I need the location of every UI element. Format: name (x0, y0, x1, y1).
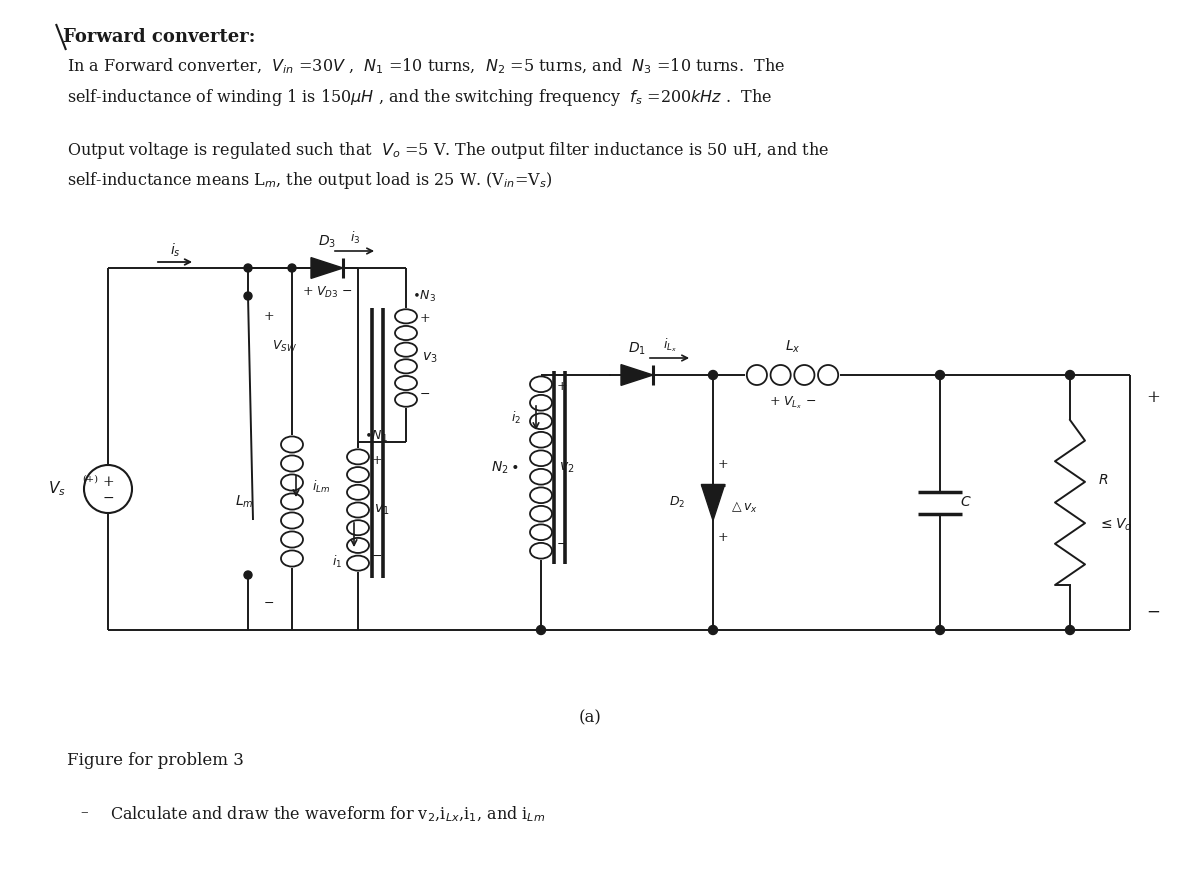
Text: $i_3$: $i_3$ (350, 230, 360, 246)
Text: $\leq V_o$: $\leq V_o$ (1098, 516, 1132, 533)
Text: self-inductance means L$_{m}$, the output load is 25 W. (V$_{in}$=V$_s$): self-inductance means L$_{m}$, the outpu… (67, 170, 553, 191)
Text: −: − (557, 538, 568, 551)
Text: $v_3$: $v_3$ (422, 351, 438, 365)
Text: $i_s$: $i_s$ (169, 241, 180, 258)
Text: + $V_{D3}$ −: + $V_{D3}$ − (301, 285, 353, 299)
Text: $N_2\bullet$: $N_2\bullet$ (491, 459, 520, 476)
Text: −: − (1146, 603, 1160, 621)
Text: $V_s$: $V_s$ (48, 479, 66, 498)
Text: +: + (718, 531, 728, 544)
Text: + $V_{L_x}$ −: + $V_{L_x}$ − (769, 395, 816, 411)
Text: $\triangle v_x$: $\triangle v_x$ (730, 500, 758, 515)
Circle shape (936, 370, 944, 380)
Text: +: + (1146, 388, 1160, 405)
Text: $L_m$: $L_m$ (235, 493, 254, 510)
Text: In a Forward converter,  $V_{in}$ =30$V$ ,  $N_1$ =10 turns,  $N_2$ =5 turns, an: In a Forward converter, $V_{in}$ =30$V$ … (67, 57, 785, 77)
Circle shape (708, 370, 718, 380)
Text: +: + (372, 453, 383, 466)
Text: $i_{Lm}$: $i_{Lm}$ (312, 479, 330, 495)
Text: $R$: $R$ (1098, 473, 1109, 487)
Polygon shape (311, 258, 343, 278)
Text: $v_2$: $v_2$ (559, 460, 575, 475)
Text: $i_{L_x}$: $i_{L_x}$ (662, 336, 677, 354)
Text: $D_3$: $D_3$ (318, 234, 336, 251)
Text: $v_1$: $v_1$ (374, 503, 390, 517)
Text: $i_2$: $i_2$ (511, 410, 521, 426)
Text: +: + (264, 310, 275, 322)
Text: Forward converter:: Forward converter: (64, 28, 256, 46)
Polygon shape (701, 485, 725, 520)
Text: +: + (718, 458, 728, 471)
Circle shape (1066, 370, 1074, 380)
Text: +: + (557, 381, 568, 394)
Text: (a): (a) (578, 710, 601, 726)
Text: +: + (420, 312, 431, 325)
Text: +: + (102, 475, 114, 489)
Text: $C$: $C$ (960, 496, 972, 510)
Circle shape (1066, 625, 1074, 635)
Circle shape (708, 625, 718, 635)
Circle shape (244, 264, 252, 272)
Text: Figure for problem 3: Figure for problem 3 (67, 752, 244, 769)
Text: $\bullet N_1$: $\bullet N_1$ (364, 429, 388, 443)
Text: −: − (372, 549, 383, 562)
Circle shape (936, 625, 944, 635)
Text: −: − (420, 388, 431, 401)
Circle shape (536, 625, 546, 635)
Text: $\bullet N_3$: $\bullet N_3$ (412, 288, 436, 304)
Polygon shape (622, 365, 653, 385)
Text: $D_2$: $D_2$ (668, 495, 685, 510)
Text: $V_{SW}$: $V_{SW}$ (272, 339, 298, 354)
Circle shape (244, 571, 252, 579)
Text: −: − (264, 596, 275, 609)
Text: self-inductance of winding 1 is 150$\mu H$ , and the switching frequency  $f_s$ : self-inductance of winding 1 is 150$\mu … (67, 87, 773, 108)
Text: Calculate and draw the waveform for v$_2$,i$_{Lx}$,i$_1$, and i$_{Lm}$: Calculate and draw the waveform for v$_2… (110, 805, 545, 824)
Text: Output voltage is regulated such that  $V_o$ =5 V. The output filter inductance : Output voltage is regulated such that $V… (67, 140, 829, 161)
Circle shape (288, 264, 296, 272)
Text: $i_1$: $i_1$ (331, 554, 342, 570)
Text: −: − (102, 491, 114, 505)
Text: (+): (+) (82, 475, 98, 484)
Text: $D_1$: $D_1$ (628, 340, 646, 357)
Text: –: – (80, 805, 88, 819)
Text: $L_x$: $L_x$ (785, 339, 800, 355)
Circle shape (244, 292, 252, 300)
